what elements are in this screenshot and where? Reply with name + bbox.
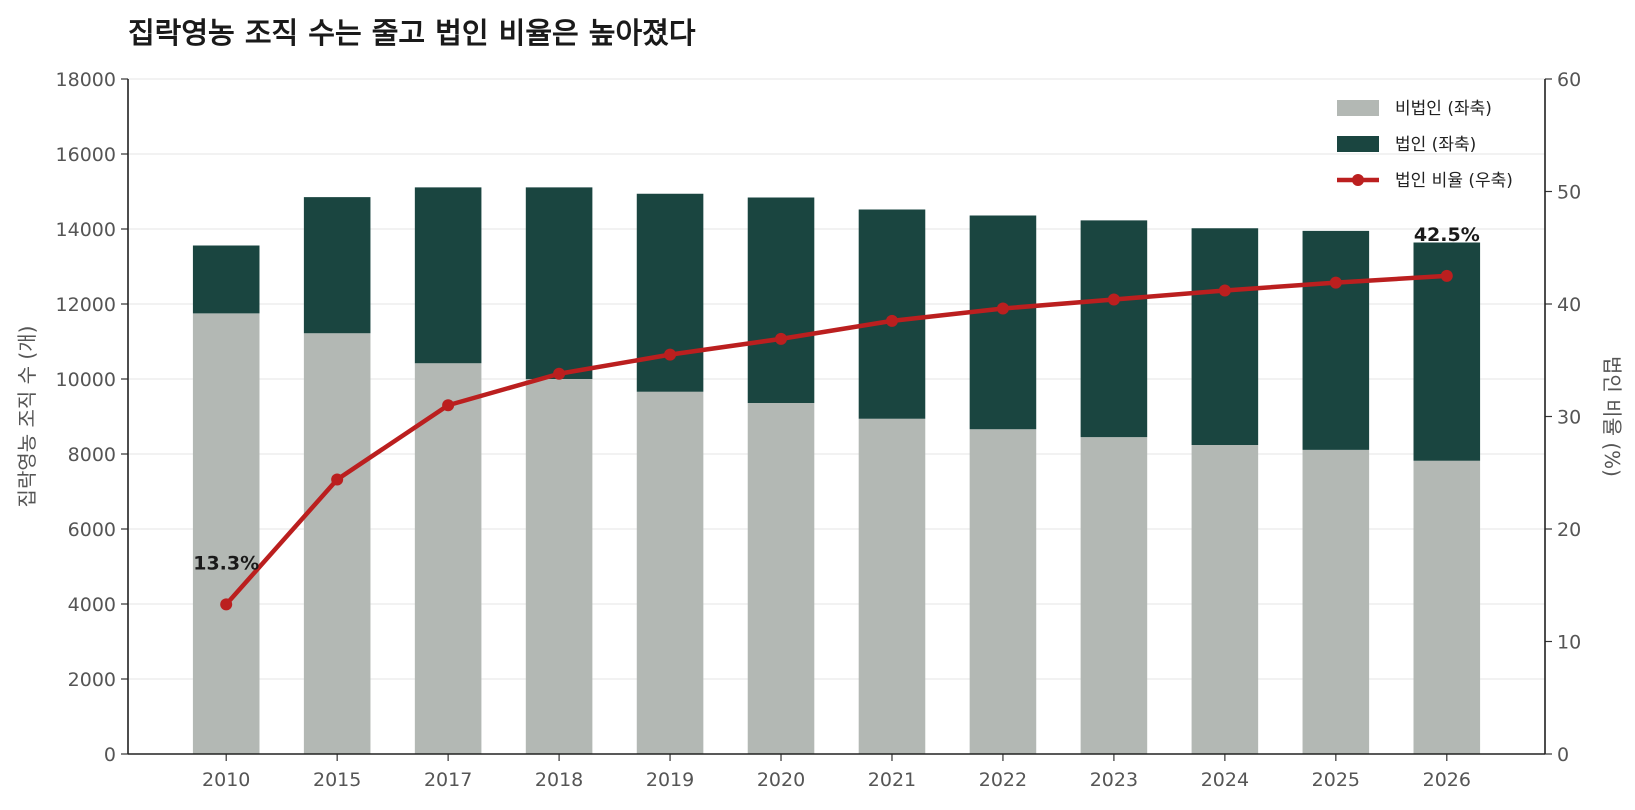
y-tick-label: 18000	[56, 69, 116, 91]
bar-incorporated	[1080, 220, 1148, 438]
ratio-point	[331, 473, 344, 486]
x-tick-label: 2026	[1423, 769, 1471, 791]
bar-incorporated	[636, 193, 704, 392]
bar-nonincorporated	[1080, 437, 1148, 754]
legend-swatch-marker	[1352, 174, 1364, 186]
bar-nonincorporated	[969, 429, 1037, 754]
bar-incorporated	[525, 187, 593, 379]
ratio-point	[996, 302, 1009, 315]
bar-nonincorporated	[414, 363, 482, 754]
y2-tick-label: 40	[1557, 294, 1581, 316]
y-axis-label: 집락영농 조직 수 (개)	[15, 326, 39, 508]
y-tick-label: 16000	[56, 144, 116, 166]
y-tick-label: 10000	[56, 369, 116, 391]
bar-incorporated	[1302, 230, 1370, 450]
legend-swatch	[1337, 136, 1379, 152]
x-tick-label: 2018	[535, 769, 583, 791]
x-tick-label: 2021	[868, 769, 916, 791]
y-tick-label: 0	[104, 744, 116, 766]
y2-tick-label: 30	[1557, 407, 1581, 429]
y2-axis-label: 법인 비율 (%)	[1600, 356, 1624, 477]
bar-incorporated	[414, 187, 482, 364]
y-tick-label: 2000	[68, 669, 116, 691]
bar-nonincorporated	[1302, 449, 1370, 754]
legend-swatch	[1337, 100, 1379, 116]
bar-incorporated	[303, 197, 371, 334]
y2-tick-label: 50	[1557, 182, 1581, 204]
bar-incorporated	[858, 209, 926, 419]
ratio-point	[664, 348, 677, 361]
ratio-line	[223, 273, 1450, 607]
x-tick-label: 2019	[646, 769, 694, 791]
chart-title: 집락영농 조직 수는 줄고 법인 비율은 높아졌다	[128, 16, 696, 50]
bar-layer	[192, 187, 1481, 754]
legend-label: 비법인 (좌축)	[1395, 99, 1492, 119]
x-tick-label: 2025	[1312, 769, 1360, 791]
y2-tick-label: 10	[1557, 632, 1581, 654]
y2-tick-label: 60	[1557, 69, 1581, 91]
bar-incorporated	[1191, 228, 1259, 445]
y2-tick-label: 20	[1557, 519, 1581, 541]
ratio-point	[1440, 269, 1453, 282]
x-tick-label: 2010	[202, 769, 250, 791]
x-tick-label: 2020	[757, 769, 805, 791]
legend: 비법인 (좌축) 법인 (좌축) 법인 비율 (우축)	[1337, 99, 1513, 191]
y-tick-label: 4000	[68, 594, 116, 616]
ratio-point	[885, 314, 898, 327]
x-tick-label: 2015	[313, 769, 361, 791]
bar-nonincorporated	[747, 403, 815, 754]
axis-layer: 0 2000 4000 6000 8000 10000 12000 14000 16000 180…	[15, 69, 1624, 791]
y-tick-label: 8000	[68, 444, 116, 466]
ratio-point	[220, 598, 233, 611]
legend-label: 법인 (좌축)	[1395, 135, 1476, 155]
y-tick-label: 6000	[68, 519, 116, 541]
bar-incorporated	[969, 215, 1037, 430]
ratio-point	[442, 399, 455, 412]
bar-incorporated	[747, 197, 815, 403]
bar-nonincorporated	[525, 379, 593, 754]
legend-label: 법인 비율 (우축)	[1395, 171, 1513, 191]
line-layer	[220, 269, 1453, 611]
bar-nonincorporated	[636, 391, 704, 754]
ratio-point	[1329, 276, 1342, 289]
ratio-point	[553, 367, 566, 380]
x-tick-label: 2024	[1201, 769, 1249, 791]
bar-nonincorporated	[858, 418, 926, 754]
bar-incorporated	[192, 245, 260, 314]
annotation-layer: 13.3% 42.5%	[193, 224, 1480, 575]
y-tick-label: 12000	[56, 294, 116, 316]
bar-nonincorporated	[303, 333, 371, 754]
data-label: 42.5%	[1414, 224, 1480, 246]
ratio-point	[1218, 284, 1231, 297]
bar-nonincorporated	[1413, 460, 1481, 754]
y-tick-label: 14000	[56, 219, 116, 241]
ratio-point	[775, 332, 788, 345]
x-tick-label: 2022	[979, 769, 1027, 791]
bar-nonincorporated	[192, 313, 260, 754]
y2-tick-label: 0	[1557, 744, 1569, 766]
x-tick-label: 2017	[424, 769, 472, 791]
bar-nonincorporated	[1191, 445, 1259, 754]
x-tick-label: 2023	[1090, 769, 1138, 791]
ratio-point	[1107, 293, 1120, 306]
data-label: 13.3%	[193, 552, 259, 574]
